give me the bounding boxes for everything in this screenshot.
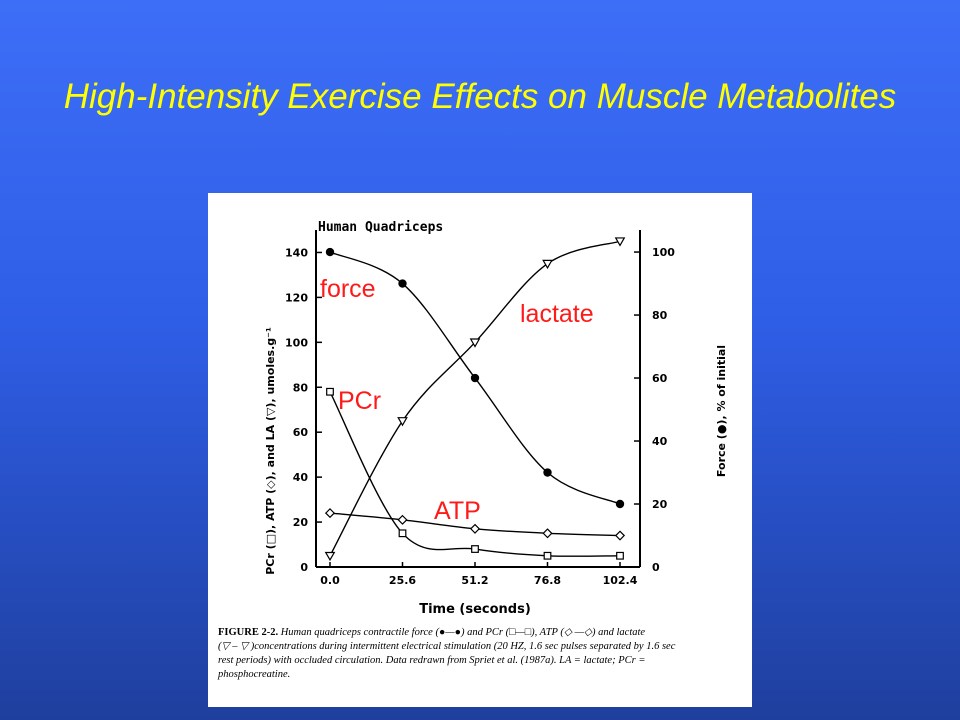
left-tick-label: 40 bbox=[293, 471, 309, 484]
left-tick-label: 120 bbox=[285, 291, 308, 304]
annotation-pcr: PCr bbox=[338, 387, 382, 415]
chart-axes: 0 20 40 60 80 100 120 140 0 20 40 60 80 100 0.0 25.6 51.… bbox=[285, 230, 675, 587]
left-axis-label: PCr (□), ATP (◇), and LA (▽), umoles.g⁻¹ bbox=[264, 327, 277, 575]
left-tick-label: 140 bbox=[285, 246, 308, 259]
marker-atp bbox=[614, 530, 626, 541]
x-tick-label: 76.8 bbox=[534, 574, 561, 587]
x-tick-label: 102.4 bbox=[603, 574, 638, 587]
right-tick-label: 60 bbox=[652, 372, 668, 385]
annotation-lactate: lactate bbox=[520, 300, 594, 328]
marker-force bbox=[325, 247, 335, 257]
caption-text-1: Human quadriceps contractile force (●—●)… bbox=[280, 627, 646, 638]
x-axis-label: Time (seconds) bbox=[419, 602, 531, 617]
caption-line-4: phosphocreatine. bbox=[218, 669, 291, 680]
marker-force bbox=[470, 373, 480, 383]
chart-title: Human Quadriceps bbox=[318, 220, 443, 235]
marker-atp bbox=[542, 528, 553, 539]
marker-lactate bbox=[324, 551, 336, 562]
marker-lactate bbox=[542, 259, 553, 270]
marker-lactate bbox=[614, 237, 626, 247]
right-axis-label: Force (●), % of initial bbox=[715, 345, 728, 477]
series-line-lactate bbox=[329, 240, 621, 557]
right-tick-label: 100 bbox=[652, 246, 675, 259]
x-tick-label: 0.0 bbox=[320, 574, 340, 587]
right-tick-label: 0 bbox=[652, 561, 660, 574]
x-tick-label: 51.2 bbox=[461, 574, 488, 587]
series-line-pcr bbox=[329, 391, 621, 557]
right-tick-label: 20 bbox=[652, 498, 668, 511]
right-tick-label: 80 bbox=[652, 309, 668, 322]
caption-line-2: (▽ – ▽ )concentrations during intermitte… bbox=[218, 641, 676, 652]
caption-figure-label: FIGURE 2-2. bbox=[218, 627, 279, 638]
chart-markers bbox=[324, 237, 626, 562]
figure-panel: 0 20 40 60 80 100 120 140 0 20 40 60 80 100 0.0 25.6 51.… bbox=[208, 193, 752, 707]
annotation-atp: ATP bbox=[434, 497, 481, 525]
caption-line-1: FIGURE 2-2. Human quadriceps contractile… bbox=[218, 626, 746, 640]
right-tick-label: 40 bbox=[652, 435, 668, 448]
left-tick-label: 60 bbox=[293, 426, 309, 439]
marker-force bbox=[398, 279, 407, 288]
marker-lactate bbox=[469, 338, 481, 348]
marker-pcr bbox=[398, 529, 407, 538]
marker-force bbox=[615, 499, 625, 509]
chart: 0 20 40 60 80 100 120 140 0 20 40 60 80 100 0.0 25.6 51.… bbox=[264, 220, 728, 617]
marker-force bbox=[543, 468, 552, 477]
marker-atp bbox=[469, 523, 481, 534]
caption-line-3: rest periods) with occluded circulation.… bbox=[218, 655, 646, 666]
figure-caption: FIGURE 2-2. Human quadriceps contractile… bbox=[218, 626, 746, 682]
left-tick-label: 20 bbox=[293, 516, 309, 529]
left-tick-label: 0 bbox=[300, 561, 308, 574]
x-tick-label: 25.6 bbox=[389, 574, 416, 587]
marker-atp bbox=[397, 514, 408, 525]
marker-pcr bbox=[326, 387, 334, 396]
marker-pcr bbox=[543, 551, 552, 560]
marker-pcr bbox=[616, 551, 624, 560]
slide-title: High-Intensity Exercise Effects on Muscl… bbox=[63, 77, 897, 116]
left-tick-label: 80 bbox=[293, 381, 309, 394]
marker-pcr bbox=[471, 545, 479, 553]
left-tick-label: 100 bbox=[285, 336, 308, 349]
annotation-force: force bbox=[320, 275, 376, 303]
marker-lactate bbox=[397, 417, 408, 427]
marker-atp bbox=[324, 508, 336, 519]
